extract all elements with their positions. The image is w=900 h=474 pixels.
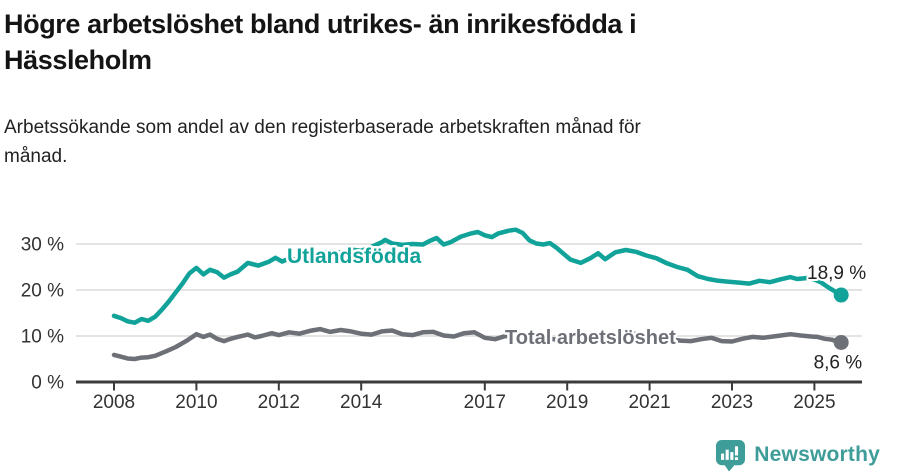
y-axis-label-30: 30 % [21,235,64,256]
series-end-dot-utlandsfodda [833,287,849,303]
page-title: Högre arbetslöshet bland utrikes- än inr… [4,6,844,78]
newsworthy-logo: Newsworthy [715,438,880,472]
end-value-label-total-arbetsloshet: 8,6 % [814,352,863,373]
x-axis-label-2008: 2008 [93,392,135,413]
series-line-total-arbetsloshet [111,326,844,362]
y-axis-label-10: 10 % [21,327,64,348]
x-axis-label-2012: 2012 [258,392,300,413]
x-axis-label-2010: 2010 [175,392,217,413]
y-axis-label-0: 0 % [31,373,64,394]
x-axis-label-2014: 2014 [340,392,383,413]
x-axis-label-2021: 2021 [628,392,670,413]
series-label-total-arbetsloshet: Total arbetslöshet [505,327,676,349]
end-value-label-utlandsfodda: 18,9 % [807,263,866,284]
page-title-line2: Hässleholm [4,45,152,75]
newsworthy-chart-bubble-icon [716,439,746,471]
x-axis-label-2023: 2023 [711,392,753,413]
series-line-utlandsfodda [111,227,844,325]
x-axis-label-2017: 2017 [464,392,506,413]
x-axis-label-2025: 2025 [793,392,835,413]
y-axis-label-20: 20 % [21,281,64,302]
series-end-dot-total-arbetsloshet [833,334,849,350]
page-title-line1: Högre arbetslöshet bland utrikes- än inr… [4,9,637,39]
x-axis-label-2019: 2019 [546,392,588,413]
chart-subtitle: Arbetssökande som andel av den registerb… [4,113,844,171]
chart-subtitle-line1: Arbetssökande som andel av den registerb… [4,117,641,138]
brand-name: Newsworthy [754,443,880,466]
chart-subtitle-line2: månad. [4,146,68,167]
series-label-utlandsfodda: Utlandsfödda [287,245,421,268]
